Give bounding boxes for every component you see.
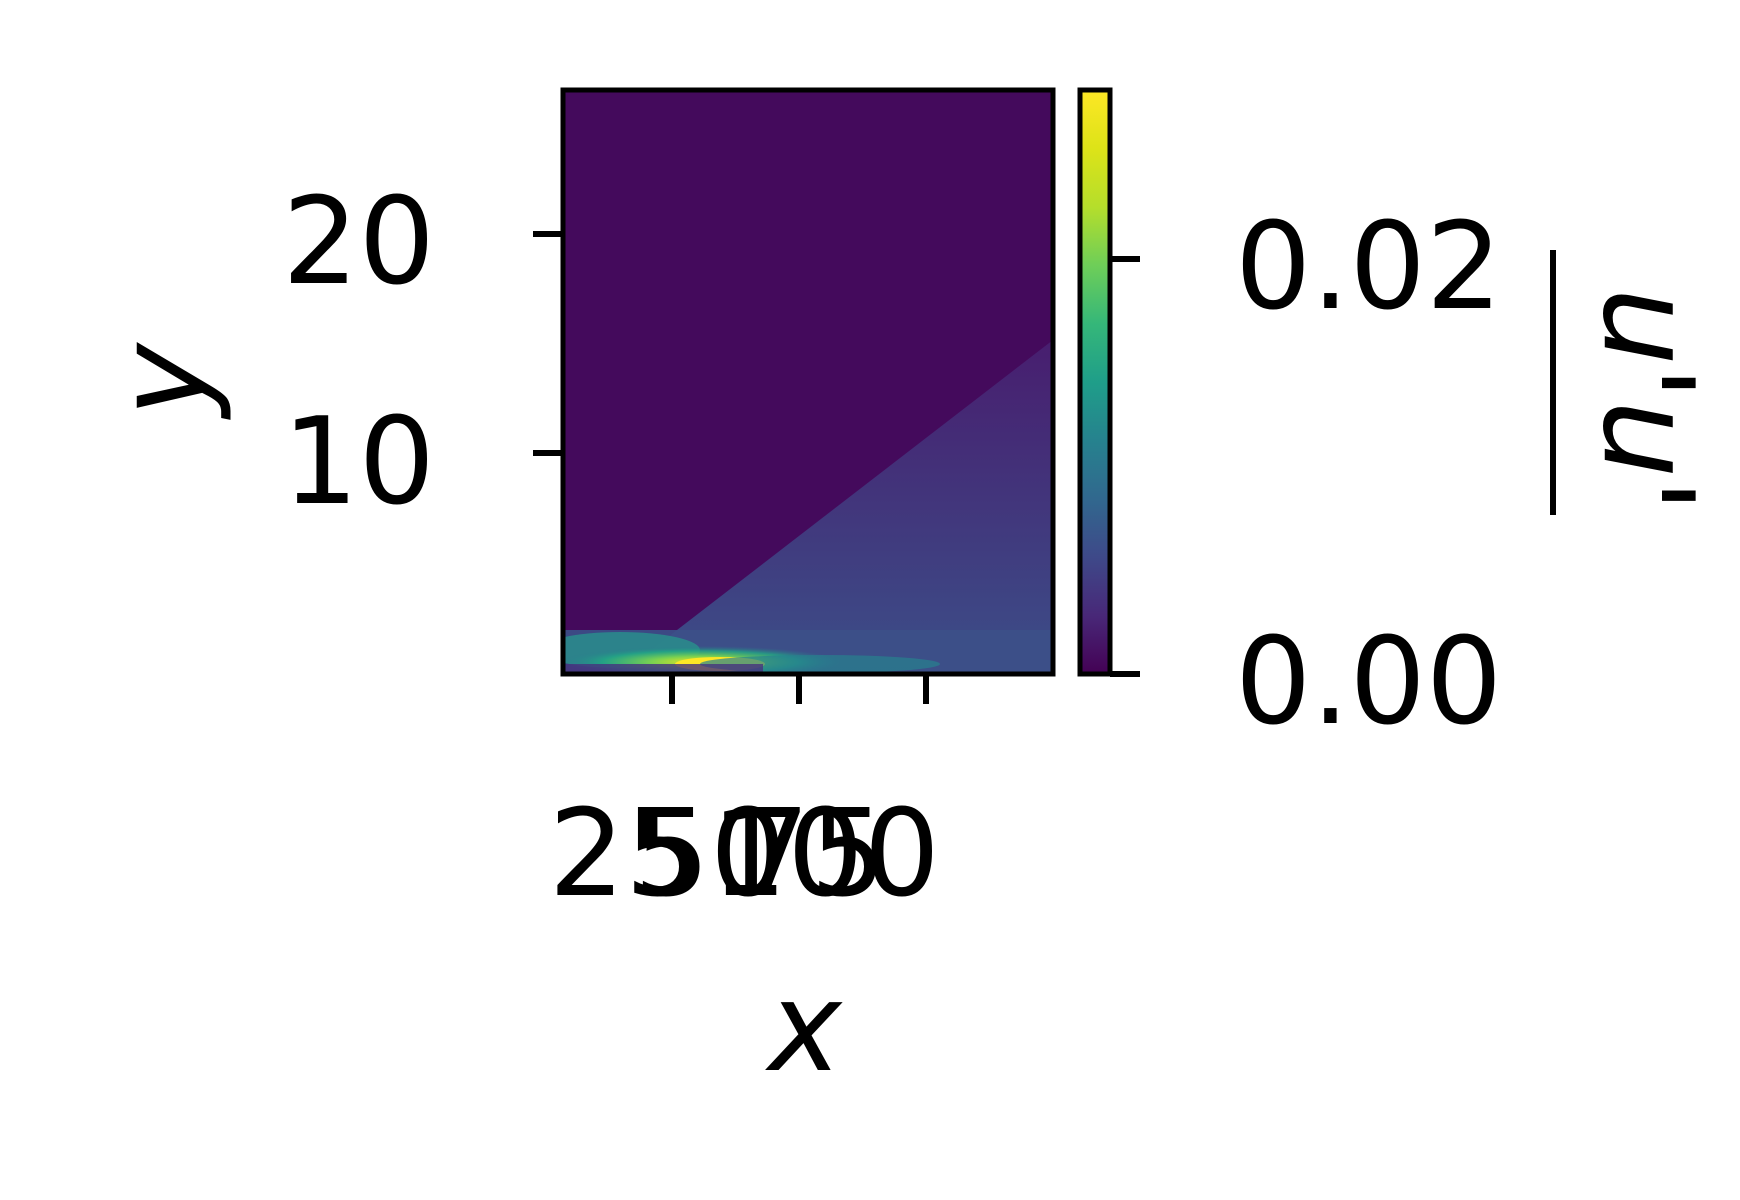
x-axis: 25 50 75 100 x <box>549 674 940 1100</box>
y-tick-label-10: 10 <box>282 393 435 532</box>
heatmap-field <box>563 90 1053 674</box>
colorbar: 0.02 0.00 u'u' <box>1077 87 1719 752</box>
colorbar-tick-label-0.00: 0.00 <box>1235 613 1502 752</box>
x-axis-label: x <box>764 956 843 1100</box>
colorbar-label: u'u' <box>1575 287 1719 512</box>
x-tick-label-100: 100 <box>711 785 940 924</box>
x-tick-label-50: 50 <box>634 785 787 924</box>
y-tick-label-20: 20 <box>282 173 435 312</box>
colorbar-tick-label-0.02: 0.02 <box>1235 198 1502 337</box>
y-axis: 20 10 y <box>91 173 563 532</box>
plot-frame <box>560 87 1056 677</box>
x-tick-label-25: 25 <box>549 785 702 924</box>
colorbar-gradient <box>1077 87 1113 677</box>
y-axis-label: y <box>91 342 235 421</box>
x-tick-label-75: 75 <box>734 785 887 924</box>
